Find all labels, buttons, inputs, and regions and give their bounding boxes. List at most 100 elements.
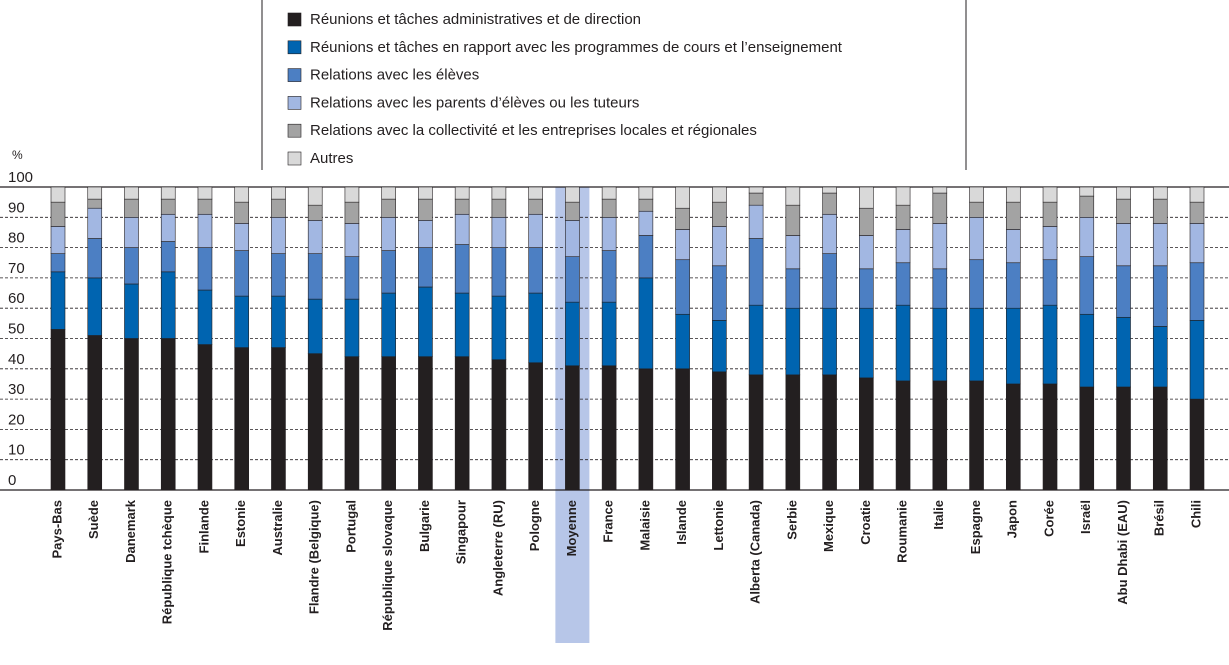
bar-segment bbox=[748, 374, 764, 491]
bar-segment bbox=[1079, 313, 1095, 388]
bar-segment bbox=[418, 247, 433, 288]
bar-segment bbox=[418, 286, 433, 357]
y-tick-label: 90 bbox=[8, 199, 25, 216]
bar-segment bbox=[932, 380, 948, 491]
bar-segment bbox=[638, 198, 654, 212]
y-tick-label: 60 bbox=[8, 290, 25, 307]
bar-segment bbox=[307, 353, 323, 491]
bar-segment bbox=[1152, 386, 1168, 491]
bar-segment bbox=[491, 295, 507, 361]
bar-segment bbox=[1079, 217, 1095, 257]
bar-segment bbox=[418, 186, 433, 200]
bar-segment bbox=[822, 307, 837, 376]
bar-segment bbox=[491, 198, 507, 218]
legend-swatch bbox=[287, 151, 302, 166]
bar-segment bbox=[271, 198, 286, 218]
bar-segment bbox=[859, 307, 874, 379]
bar-segment bbox=[601, 301, 617, 367]
bar-segment bbox=[1189, 223, 1205, 264]
x-tick-label: Alberta (Canada) bbox=[748, 500, 763, 604]
legend-label: Relations avec les parents d’élèves ou l… bbox=[310, 94, 639, 111]
bar-segment bbox=[50, 226, 66, 254]
bar-segment bbox=[1079, 256, 1095, 315]
legend-label: Autres bbox=[310, 150, 353, 167]
bar-segment bbox=[197, 198, 213, 215]
bar-segment bbox=[859, 268, 874, 309]
legend-label: Réunions et tâches en rapport avec les p… bbox=[310, 39, 843, 56]
bar-segment bbox=[822, 374, 837, 491]
bar-segment bbox=[307, 204, 323, 221]
bar-segment bbox=[528, 292, 543, 364]
bar-segment bbox=[454, 186, 470, 200]
x-tick-label: Israël bbox=[1078, 500, 1093, 534]
bar-segment bbox=[87, 198, 103, 209]
legend-swatch bbox=[287, 12, 302, 27]
bar-segment bbox=[50, 253, 66, 273]
bar-segment bbox=[160, 186, 176, 200]
bar-segment bbox=[748, 186, 764, 194]
bar-segment bbox=[1189, 262, 1205, 321]
y-tick-label: 50 bbox=[8, 320, 25, 337]
bar-segment bbox=[1079, 186, 1095, 197]
bar-segment bbox=[1005, 186, 1021, 203]
bar-segment bbox=[197, 344, 213, 491]
bar-segment bbox=[675, 229, 690, 261]
bar-segment bbox=[271, 217, 286, 254]
bar-segment bbox=[785, 204, 801, 236]
legend-label: Relations avec les élèves bbox=[310, 67, 479, 84]
bar-segment bbox=[50, 186, 66, 203]
bar-segment bbox=[87, 335, 103, 491]
bar-segment bbox=[895, 262, 911, 306]
bar-segment bbox=[50, 201, 66, 227]
bar-segment bbox=[454, 292, 470, 357]
bar-segment bbox=[491, 247, 507, 297]
bar-segment bbox=[528, 247, 543, 294]
bar-segment bbox=[124, 217, 139, 248]
x-tick-label: Estonie bbox=[233, 500, 248, 547]
bar-segment bbox=[307, 298, 323, 354]
bar-segment bbox=[528, 213, 543, 248]
bar-segment bbox=[969, 186, 984, 203]
bar-segment bbox=[785, 374, 801, 491]
bar-segment bbox=[675, 259, 690, 315]
bar-segment bbox=[638, 277, 654, 370]
bar-segment bbox=[565, 256, 580, 303]
y-tick-label: 0 bbox=[8, 472, 16, 489]
bar-segment bbox=[307, 186, 323, 206]
x-tick-label: Danemark bbox=[123, 499, 138, 563]
bar-segment bbox=[1116, 316, 1131, 388]
bar-segment bbox=[859, 207, 874, 236]
bar-segment bbox=[418, 356, 433, 491]
bar-segment bbox=[454, 244, 470, 294]
x-tick-label: Croatie bbox=[858, 500, 873, 545]
bar-segment bbox=[271, 253, 286, 297]
bar-segment bbox=[344, 298, 360, 357]
bar-segment bbox=[528, 198, 543, 215]
bar-segment bbox=[895, 229, 911, 264]
bar-segment bbox=[381, 356, 396, 491]
bar-segment bbox=[969, 380, 984, 491]
bar-segment bbox=[748, 304, 764, 376]
x-tick-label: Moyenne bbox=[564, 500, 579, 556]
bar-segment bbox=[197, 186, 213, 200]
bar-segment bbox=[1152, 223, 1168, 267]
bar-segment bbox=[638, 210, 654, 236]
bar-segment bbox=[160, 338, 176, 491]
x-tick-label: Corée bbox=[1041, 500, 1056, 537]
bar-segment bbox=[124, 283, 139, 339]
x-tick-label: Mexique bbox=[821, 500, 836, 552]
y-tick-label: 20 bbox=[8, 411, 25, 428]
bar-segment bbox=[307, 220, 323, 254]
bar-segment bbox=[1189, 320, 1205, 400]
bar-segment bbox=[1189, 201, 1205, 224]
bar-segment bbox=[638, 235, 654, 279]
bar-segment bbox=[381, 198, 396, 218]
bar-segment bbox=[1005, 229, 1021, 264]
bar-segment bbox=[748, 192, 764, 206]
legend-swatch bbox=[287, 40, 302, 55]
y-axis-label: % bbox=[12, 148, 23, 162]
y-tick-label: 30 bbox=[8, 381, 25, 398]
x-tick-label: Serbie bbox=[784, 500, 799, 540]
bar-segment bbox=[160, 213, 176, 242]
x-tick-label: Pays-Bas bbox=[49, 500, 64, 559]
